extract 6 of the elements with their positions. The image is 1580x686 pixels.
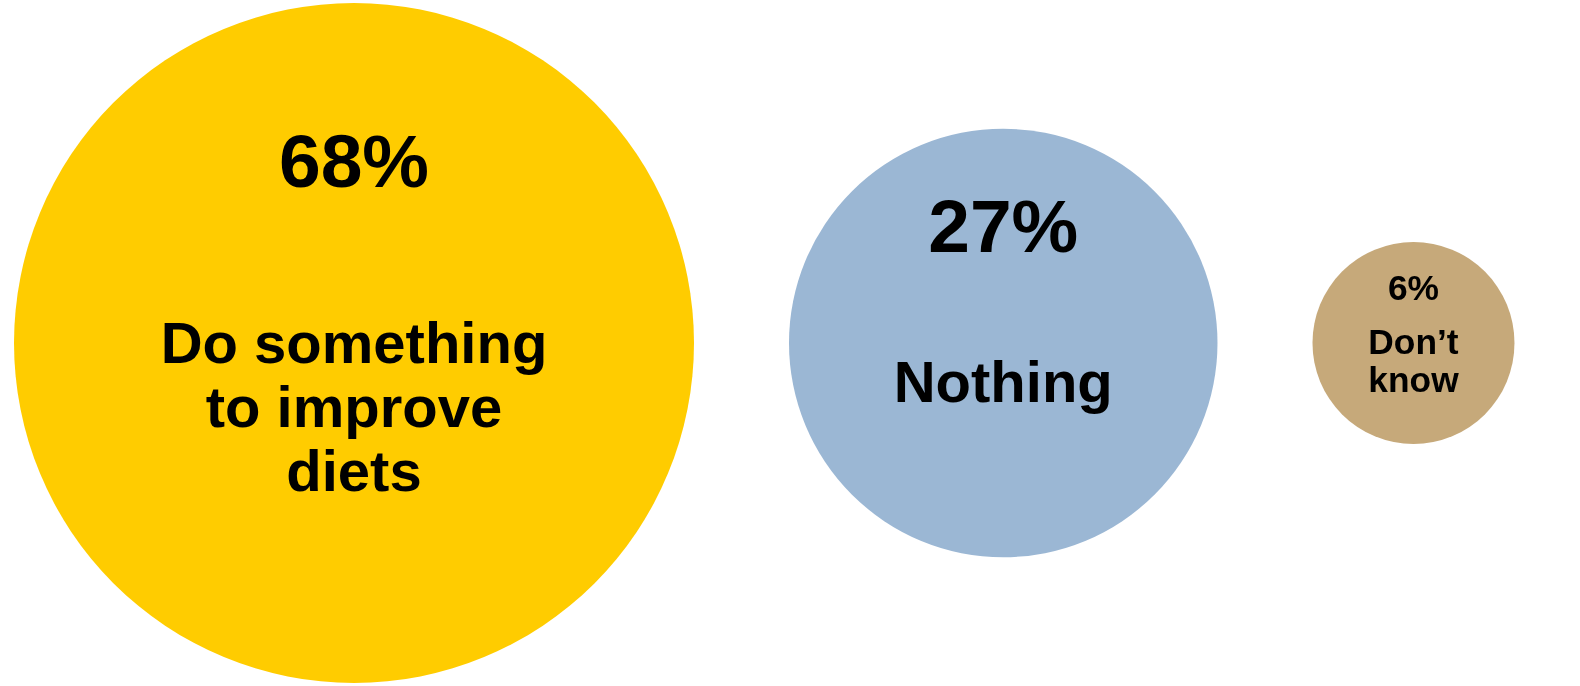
data-label: 27% — [928, 184, 1079, 269]
category-label: Do something to improve diets — [160, 310, 548, 503]
category-label: Nothing — [893, 348, 1113, 414]
data-label: 68% — [278, 118, 430, 203]
data-label: 6% — [1387, 268, 1440, 308]
category-label: Don’t know — [1368, 321, 1460, 400]
